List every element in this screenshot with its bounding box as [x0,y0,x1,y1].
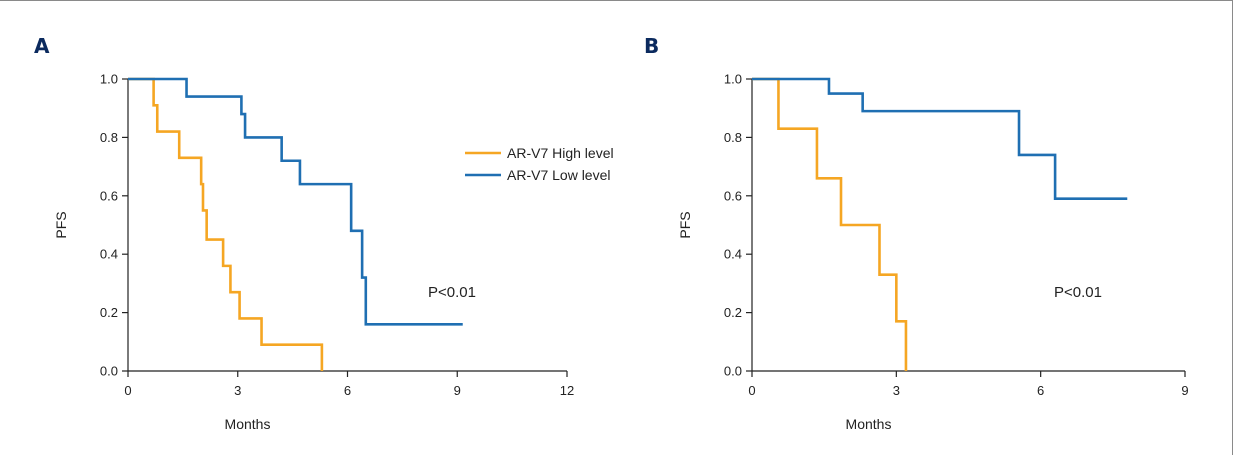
panel-a-label: A [34,34,50,58]
panel-b-y-tick-label: 0.2 [724,305,742,320]
panel-a-curve-low [128,77,463,326]
panel-b-x-axis-title: Months [846,416,892,432]
panel-b-x-tick-label: 6 [1037,383,1044,398]
panel-b-y-tick-label: 0.4 [724,247,742,262]
panel-b-x-tick-label: 9 [1181,383,1188,398]
legend-high-label: AR-V7 High level [507,145,614,161]
panel-b-y-tick-label: 1.0 [724,72,742,87]
panel-a-y-axis-title: PFS [53,211,69,238]
panel-b-label: B [644,34,659,58]
panel-b-y-tick-label: 0.0 [724,364,742,379]
panel-b-y-axis-title: PFS [677,211,693,238]
panel-a-x-tick-label: 3 [234,383,241,398]
panel-a-y-tick-label: 0.8 [100,130,118,145]
panel-a-x-tick-label: 6 [344,383,351,398]
panel-a-y-tick-label: 1.0 [100,72,118,87]
panel-a-y-tick-label: 0.2 [100,305,118,320]
panel-a-y-tick-label: 0.4 [100,247,118,262]
panel-a-x-axis-title: Months [225,416,271,432]
panel-a-y-tick-label: 0.0 [100,364,118,379]
panel-a-curve-high [128,77,324,371]
panel-a-y-tick-label: 0.6 [100,188,118,203]
panel-a-x-tick-label: 12 [560,383,574,398]
panel-b-y-tick-label: 0.8 [724,130,742,145]
panel-a-x-tick-label: 0 [124,383,131,398]
panel-a-p-value: P<0.01 [428,284,476,301]
panel-b-p-value: P<0.01 [1054,284,1102,301]
panel-a-x-tick-label: 9 [454,383,461,398]
panel-b-x-tick-label: 0 [748,383,755,398]
panel-b-curve-high [752,77,908,371]
panel-b-x-tick-label: 3 [893,383,900,398]
panel-b-curve-low [752,77,1128,201]
panel-b-y-tick-label: 0.6 [724,188,742,203]
legend-low-label: AR-V7 Low level [507,167,611,183]
